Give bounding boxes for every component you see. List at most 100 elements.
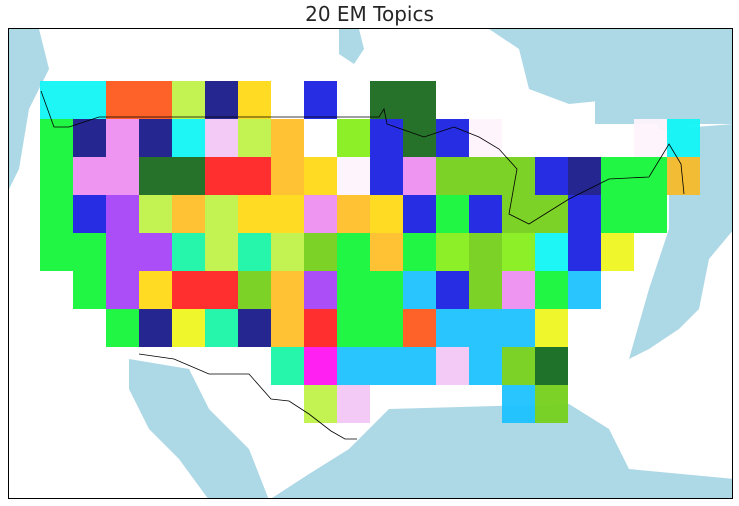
grid-cell bbox=[139, 233, 172, 271]
grid-cell bbox=[568, 233, 601, 271]
water-lake-west bbox=[519, 29, 531, 54]
grid-cell bbox=[568, 195, 601, 233]
grid-cell bbox=[106, 271, 139, 309]
grid-cell bbox=[106, 157, 139, 195]
grid-cell bbox=[106, 195, 139, 233]
grid-cell bbox=[73, 157, 106, 195]
grid-cell bbox=[403, 81, 436, 119]
grid-cell bbox=[436, 347, 469, 385]
grid-cell bbox=[205, 81, 238, 119]
grid-cell bbox=[370, 271, 403, 309]
grid-cell bbox=[403, 233, 436, 271]
grid-cell bbox=[271, 233, 304, 271]
grid-cell bbox=[535, 347, 568, 385]
grid-cell bbox=[634, 195, 667, 233]
grid-cell bbox=[403, 271, 436, 309]
water-layer bbox=[9, 29, 732, 498]
grid-cell bbox=[304, 233, 337, 271]
grid-cell bbox=[469, 271, 502, 309]
grid-cell bbox=[73, 119, 106, 157]
grid-cell bbox=[601, 195, 634, 233]
grid-cell bbox=[469, 309, 502, 347]
grid-cell bbox=[205, 157, 238, 195]
grid-cell bbox=[40, 119, 73, 157]
grid-cell bbox=[238, 309, 271, 347]
grid-cell bbox=[337, 347, 370, 385]
grid-cell bbox=[106, 309, 139, 347]
grid-cell bbox=[337, 233, 370, 271]
grid-cell bbox=[337, 385, 370, 423]
grid-cell bbox=[73, 233, 106, 271]
grid-cell bbox=[403, 119, 436, 157]
grid-cell bbox=[535, 195, 568, 233]
grid-cell bbox=[271, 119, 304, 157]
water-gulf bbox=[272, 404, 732, 498]
grid-cell bbox=[304, 157, 337, 195]
grid-cell bbox=[535, 271, 568, 309]
grid-cell bbox=[172, 195, 205, 233]
border-lines bbox=[40, 90, 685, 440]
grid-cell bbox=[304, 195, 337, 233]
grid-cell bbox=[40, 157, 73, 195]
grid-cell bbox=[370, 119, 403, 157]
grid-cell bbox=[436, 157, 469, 195]
grid-cell bbox=[634, 119, 667, 157]
grid-cell bbox=[238, 157, 271, 195]
grid-cell bbox=[304, 347, 337, 385]
grid-cell bbox=[436, 309, 469, 347]
grid-cell bbox=[172, 309, 205, 347]
grid-cell bbox=[271, 309, 304, 347]
grid-cell bbox=[502, 347, 535, 385]
map-title: 20 EM Topics bbox=[305, 2, 434, 26]
grid-cell bbox=[40, 195, 73, 233]
grid-cell bbox=[403, 157, 436, 195]
grid-cell bbox=[106, 81, 139, 119]
grid-cell bbox=[568, 157, 601, 195]
grid-cell bbox=[370, 233, 403, 271]
water-atlantic bbox=[629, 124, 732, 359]
grid-cell bbox=[535, 233, 568, 271]
grid-cell bbox=[667, 119, 700, 157]
grid-cell bbox=[403, 195, 436, 233]
grid-cell bbox=[238, 81, 271, 119]
grid-cell bbox=[205, 119, 238, 157]
grid-cell bbox=[40, 233, 73, 271]
grid-cell bbox=[205, 271, 238, 309]
grid-cell bbox=[601, 157, 634, 195]
grid-cell bbox=[271, 195, 304, 233]
grid-cell bbox=[139, 157, 172, 195]
grid-cell bbox=[370, 157, 403, 195]
grid-cell bbox=[337, 195, 370, 233]
grid-cell bbox=[205, 309, 238, 347]
us-mexico-border bbox=[138, 353, 357, 440]
grid-cell bbox=[73, 81, 106, 119]
grid-cell bbox=[337, 119, 370, 157]
grid-cell bbox=[238, 271, 271, 309]
grid-cell bbox=[469, 195, 502, 233]
grid-cell bbox=[568, 271, 601, 309]
grid-cell bbox=[304, 81, 337, 119]
grid-cell bbox=[403, 347, 436, 385]
grid-cell bbox=[139, 271, 172, 309]
grid-cell bbox=[535, 309, 568, 347]
grid-cell bbox=[502, 385, 535, 423]
grid-cell bbox=[502, 157, 535, 195]
topic-grid bbox=[40, 81, 700, 423]
grid-cell bbox=[172, 271, 205, 309]
grid-cell bbox=[436, 119, 469, 157]
water-canada-east bbox=[489, 29, 732, 134]
grid-cell bbox=[337, 271, 370, 309]
grid-cell bbox=[139, 81, 172, 119]
grid-cell bbox=[304, 309, 337, 347]
grid-cell bbox=[502, 233, 535, 271]
grid-cell bbox=[370, 195, 403, 233]
grid-cell bbox=[337, 157, 370, 195]
map-canvas bbox=[9, 29, 732, 498]
grid-cell bbox=[106, 119, 139, 157]
grid-cell bbox=[304, 271, 337, 309]
grid-cell bbox=[535, 157, 568, 195]
grid-cell bbox=[172, 119, 205, 157]
grid-cell bbox=[205, 233, 238, 271]
grid-cell bbox=[535, 385, 568, 423]
grid-cell bbox=[469, 233, 502, 271]
